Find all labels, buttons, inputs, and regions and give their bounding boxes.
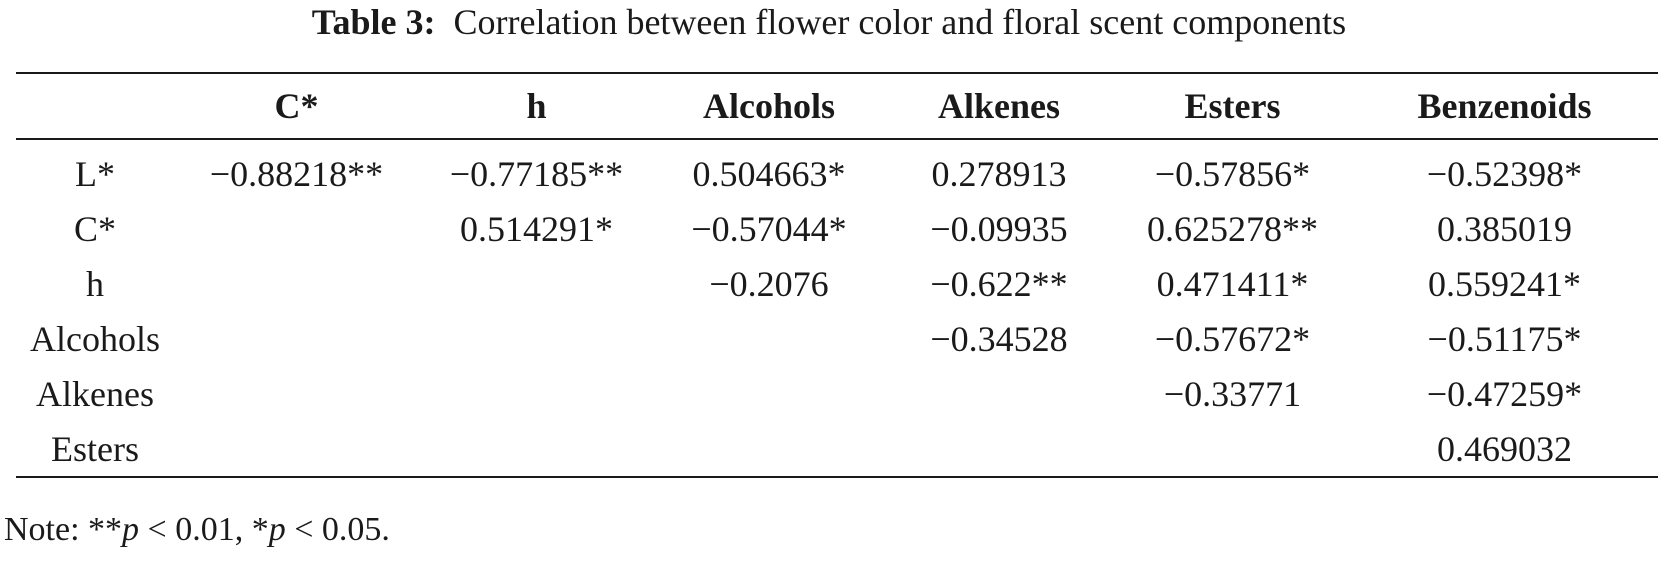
table-caption-label: Table 3: [311,2,436,42]
table-cell [419,421,654,477]
header-cell-esters: Esters [1184,86,1281,126]
correlation-table: C* h Alcohols Alkenes Esters Benzenoids … [16,72,1658,478]
table-row: C* 0.514291* −0.57044* −0.09935 0.625278… [16,201,1658,256]
note-sig1-stars: ** [88,511,123,548]
note-sig2-var: p [268,511,286,548]
table-cell: −0.88218** [209,153,384,194]
table-cell: −0.622** [930,263,1068,304]
table-cell [174,256,419,311]
table-cell [884,366,1114,421]
table-row: L* −0.88218** −0.77185** 0.504663* 0.278… [16,139,1658,201]
row-label: Alcohols [30,318,160,359]
table-cell: −0.47259* [1426,373,1583,414]
table-cell [654,366,884,421]
table-cell: −0.57672* [1154,318,1311,359]
table-cell [1114,421,1351,477]
note-sig1-var: p [122,511,140,548]
table-cell [419,256,654,311]
table-cell: 0.514291* [460,208,613,249]
table-cell: −0.2076 [709,263,829,304]
table-row: h −0.2076 −0.622** 0.471411* 0.559241* [16,256,1658,311]
table-cell: −0.51175* [1427,318,1582,359]
table-cell: −0.57856* [1154,153,1311,194]
header-cell-hue: h [526,86,547,126]
table-cell [419,366,654,421]
table-cell: −0.57044* [691,208,847,249]
table-cell: 0.625278** [1147,208,1318,249]
table-cell [174,421,419,477]
row-label: Alkenes [36,373,154,414]
row-label: L* [75,153,115,194]
header-row: C* h Alcohols Alkenes Esters Benzenoids [16,73,1658,139]
header-cell-alkenes: Alkenes [937,86,1060,126]
table-cell [174,366,419,421]
table-caption-text: Correlation between flower color and flo… [453,2,1347,42]
table-cell: −0.52398* [1426,153,1583,194]
table-cell: 0.504663* [692,153,846,194]
table-note: Note: **p < 0.01, *p < 0.05. [4,508,390,552]
table-cell: −0.09935 [930,208,1068,249]
row-label: C* [73,208,116,249]
table-cell [654,311,884,366]
header-cell-corner [16,73,174,139]
row-label: Esters [51,428,139,469]
table-cell [419,311,654,366]
row-label: h [86,263,104,304]
table-cell: 0.559241* [1428,263,1581,304]
header-cell-benzenoids: Benzenoids [1417,86,1592,126]
header-cell-alcohols: Alcohols [702,86,835,126]
note-prefix: Note: [4,511,89,548]
table-cell [174,311,419,366]
table-cell: −0.33771 [1163,373,1302,414]
table-cell: 0.278913 [931,153,1067,194]
table-cell: −0.77185** [449,153,624,194]
table-cell: 0.385019 [1437,208,1572,249]
table-row: Alkenes −0.33771 −0.47259* [16,366,1658,421]
note-sig2-threshold: < 0.05. [285,511,390,548]
header-cell-chroma: C* [274,86,319,126]
table-cell: −0.34528 [930,318,1068,359]
table-cell [174,201,419,256]
note-sig2-stars: * [251,511,269,548]
table-cell: 0.469032 [1437,428,1572,469]
table-row: Esters 0.469032 [16,421,1658,477]
note-sig1-threshold: < 0.01, [139,511,252,548]
table-cell [654,421,884,477]
table-cell [884,421,1114,477]
table-caption: Table 3: Correlation between flower colo… [0,0,1658,44]
table-row: Alcohols −0.34528 −0.57672* −0.51175* [16,311,1658,366]
table-cell: 0.471411* [1156,263,1309,304]
